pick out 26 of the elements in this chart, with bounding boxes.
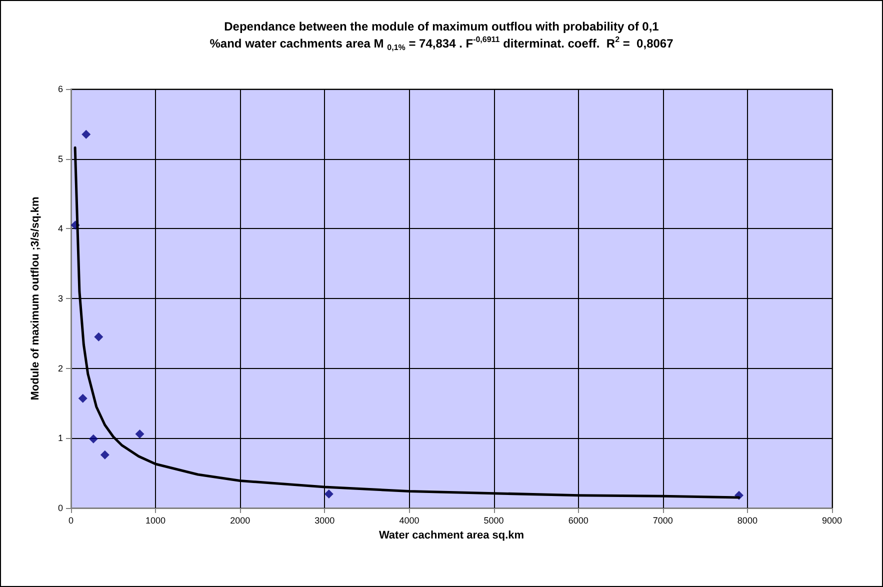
point (135, 429, 144, 438)
x-tick-label: 5000 (484, 516, 504, 526)
y-tick-label: 1 (58, 433, 63, 444)
x-tick-label: 6000 (568, 516, 588, 526)
x-tick-label: 0 (68, 516, 74, 526)
x-axis-title: Water cachment area sq.km (378, 529, 524, 542)
point (78, 394, 88, 403)
y-tick-label: 4 (58, 224, 63, 234)
y-tick-label: 3 (58, 294, 63, 304)
x-tick-label: 1000 (146, 516, 166, 526)
x-tick-label: 9000 (822, 516, 842, 526)
y-tick-label: 0 (58, 503, 63, 513)
y-tick-label: 2 (58, 363, 63, 374)
x-tick-label: 3000 (314, 516, 335, 526)
y-tick-label: 5 (58, 154, 63, 164)
y-axis-title: Module of maximum outflou ;3/s/sq.km (30, 196, 42, 400)
point (88, 434, 98, 444)
x-tick-label: 8000 (737, 516, 758, 526)
point (82, 130, 91, 139)
point (324, 490, 334, 499)
y-tick-label: 6 (58, 84, 63, 94)
point (100, 450, 110, 460)
x-tick-label: 4000 (399, 516, 420, 526)
point (94, 332, 104, 342)
x-tick-label: 7000 (652, 516, 673, 526)
x-tick-label: 2000 (230, 516, 250, 526)
